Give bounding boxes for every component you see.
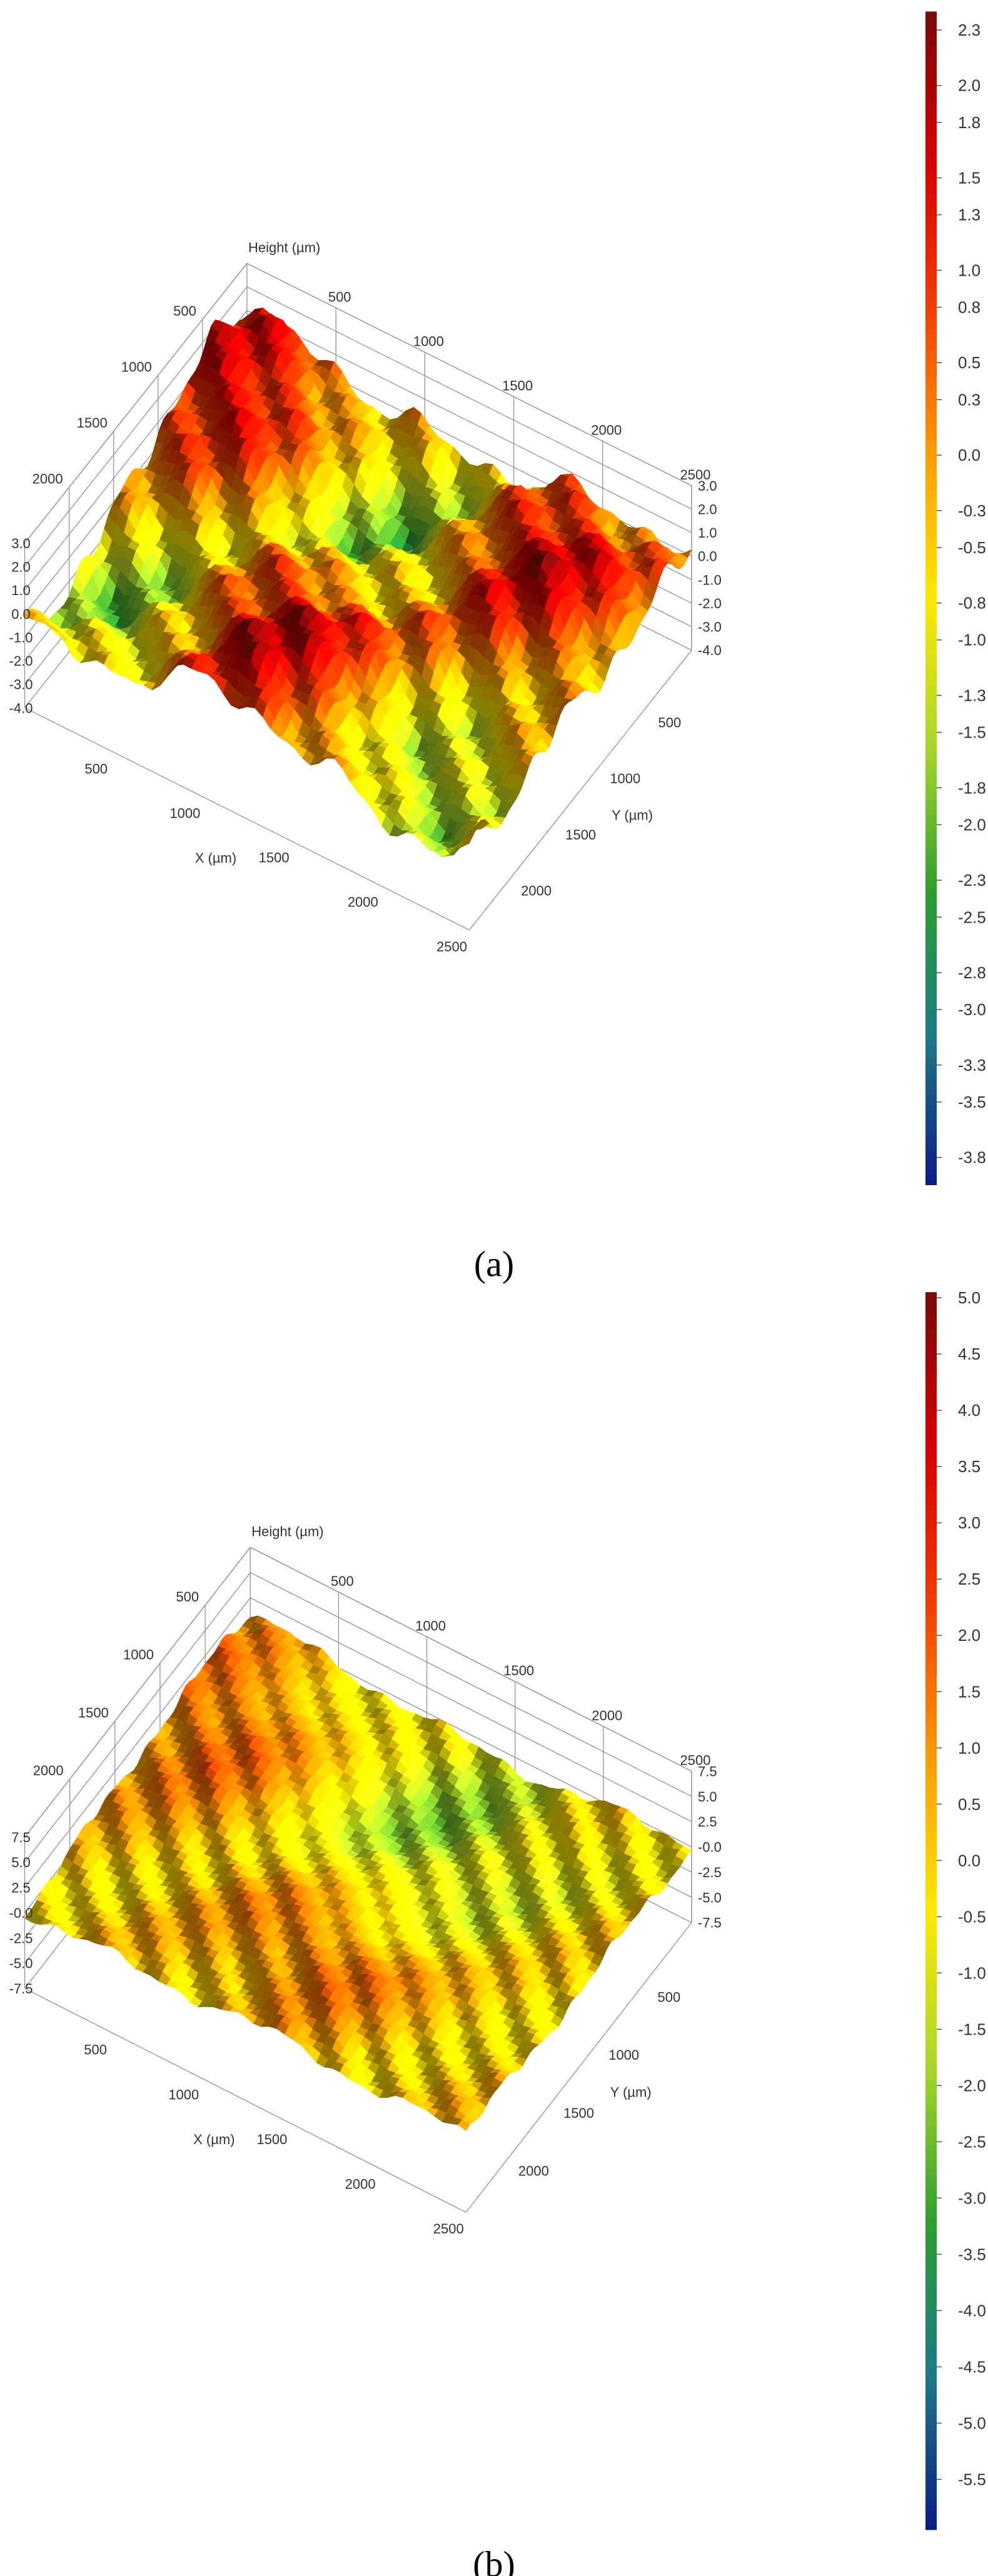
z-tick-label: -3.0: [9, 677, 33, 693]
z-tick-label: 3.0: [698, 478, 717, 494]
x-tick-label: 1000: [169, 806, 200, 821]
surface: [24, 308, 692, 858]
colorbar-tick-label: -0.5: [958, 538, 986, 557]
y-axis-title: Y (µm): [612, 808, 653, 823]
x-tick-label: 2000: [591, 423, 622, 438]
z-tick-label: 2.0: [698, 501, 717, 517]
x-tick-label: 2000: [348, 895, 378, 910]
colorbar-tick-label: 1.5: [958, 169, 980, 188]
x-tick-label: 2500: [436, 939, 467, 955]
y-tick-label: 1000: [121, 359, 152, 374]
colorbar-tick-label: 1.0: [958, 261, 980, 279]
grid-line: [246, 309, 692, 533]
grid-line: [246, 263, 692, 486]
colorbar-tick-label: -3.3: [958, 1056, 986, 1075]
colorbar-tick-label: -3.8: [958, 1148, 986, 1167]
panel-label: (a): [474, 1243, 514, 1284]
x-tick-label: 1500: [259, 850, 290, 866]
y-tick-label: 500: [658, 715, 682, 731]
z-tick-label: 2.0: [11, 559, 31, 575]
colorbar-tick-label: 1.8: [958, 113, 980, 132]
x-tick-label: 500: [84, 761, 108, 776]
colorbar-tick-label: 0.3: [958, 390, 980, 409]
colorbar-tick-label: -1.8: [958, 778, 986, 797]
surface-plot: 5005001000100015001500200020002500250050…: [9, 239, 722, 955]
z-tick-label: 0.0: [11, 606, 31, 622]
colorbar-tick-label: 2.3: [958, 21, 980, 39]
colorbar-tick-label: -2.0: [958, 815, 986, 834]
colorbar-tick-label: -3.0: [958, 1000, 986, 1019]
colorbar-tick-label: -2.3: [958, 871, 986, 890]
grid-line: [246, 286, 692, 510]
z-axis-title: Height (µm): [248, 239, 320, 255]
colorbar-tick-label: -2.8: [958, 963, 986, 982]
y-tick-label: 1500: [565, 827, 596, 843]
colorbar-tick-label: 1.3: [958, 206, 980, 224]
z-tick-label: 3.0: [11, 536, 31, 551]
colorbar-tick-label: -1.3: [958, 686, 986, 704]
axis-edge: [24, 707, 470, 931]
colorbar-tick-label: -1.0: [958, 631, 986, 649]
x-tick-label: 1500: [502, 378, 533, 394]
colorbar-tick-label: -0.8: [958, 594, 986, 613]
colorbar-tick-label: 0.5: [958, 353, 980, 372]
grid-line: [24, 263, 248, 544]
y-tick-label: 2000: [521, 883, 552, 898]
surface-plot: 5005001000100015001500200020002500250050…: [9, 1523, 722, 2237]
z-tick-label: -2.0: [9, 653, 33, 669]
z-tick-label: -1.0: [698, 572, 722, 588]
z-tick-label: -1.0: [9, 629, 33, 645]
y-tick-label: 500: [173, 303, 196, 319]
y-tick-label: 1000: [610, 771, 640, 786]
z-tick-label: 1.0: [698, 525, 717, 541]
surface: [24, 1615, 692, 2132]
x-axis-title: X (µm): [195, 850, 236, 866]
colorbar-tick-label: -2.5: [958, 908, 986, 926]
colorbar-tick-label: 2.0: [958, 76, 980, 95]
x-tick-label: 1000: [413, 334, 444, 349]
z-tick-label: -4.0: [698, 643, 722, 658]
colorbar-tick-label: -1.5: [958, 723, 986, 742]
colorbar-tick-label: -3.5: [958, 1093, 986, 1111]
axis-edge: [468, 649, 692, 931]
x-tick-label: 500: [328, 289, 351, 304]
colorbar-tick-label: -0.3: [958, 501, 986, 520]
z-tick-label: 0.0: [698, 549, 717, 564]
y-tick-label: 1500: [77, 415, 108, 431]
colorbar-tick-label: 0.0: [958, 446, 980, 464]
z-tick-label: 1.0: [11, 583, 31, 598]
z-tick-label: -2.0: [698, 596, 722, 611]
colorbar: [925, 11, 937, 1185]
z-tick-label: -3.0: [698, 619, 722, 635]
colorbar-tick-label: 0.8: [958, 298, 980, 317]
y-tick-label: 2000: [33, 471, 63, 486]
z-tick-label: -4.0: [9, 700, 33, 716]
